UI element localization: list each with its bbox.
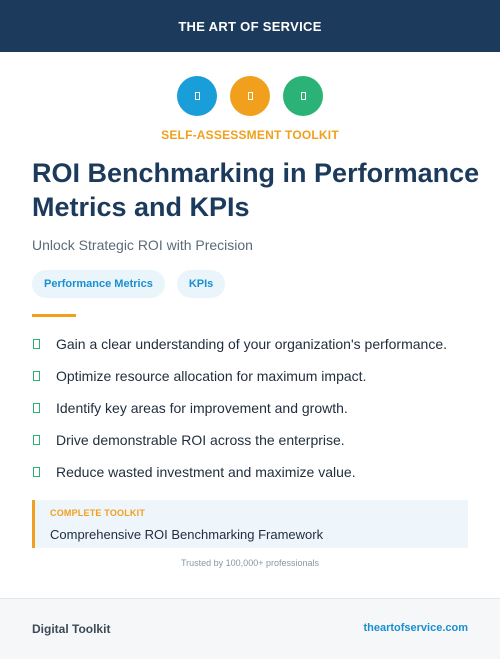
toolkit-icon-orange: [230, 76, 270, 116]
toolkit-icon-green: [283, 76, 323, 116]
tag-performance-metrics[interactable]: Performance Metrics: [32, 270, 165, 298]
toolkit-icon-blue: [177, 76, 217, 116]
list-item: Gain a clear understanding of your organ…: [32, 328, 492, 360]
list-item: Reduce wasted investment and maximize va…: [32, 456, 492, 488]
accent-divider: [32, 314, 76, 317]
check-icon: [33, 403, 40, 413]
benefit-text: Optimize resource allocation for maximum…: [56, 368, 367, 384]
benefit-text: Reduce wasted investment and maximize va…: [56, 464, 356, 480]
list-item: Optimize resource allocation for maximum…: [32, 360, 492, 392]
benefit-list: Gain a clear understanding of your organ…: [32, 328, 492, 488]
check-icon: [33, 339, 40, 349]
benefit-text: Gain a clear understanding of your organ…: [56, 336, 448, 352]
footer-website-link[interactable]: theartofservice.com: [363, 622, 468, 634]
placeholder-glyph-icon: [300, 92, 306, 100]
footer-product-label: Digital Toolkit: [32, 622, 111, 636]
callout-label: COMPLETE TOOLKIT: [50, 508, 146, 518]
page-title: ROI Benchmarking in Performance Metrics …: [32, 158, 480, 222]
callout-value: Comprehensive ROI Benchmarking Framework: [50, 527, 324, 542]
footer: Digital Toolkit theartofservice.com: [0, 598, 500, 659]
check-icon: [33, 371, 40, 381]
eyebrow-label: SELF-ASSESSMENT TOOLKIT: [161, 128, 339, 142]
check-icon: [33, 435, 40, 445]
top-banner: THE ART OF SERVICE: [0, 0, 500, 52]
list-item: Drive demonstrable ROI across the enterp…: [32, 424, 492, 456]
benefit-text: Identify key areas for improvement and g…: [56, 400, 348, 416]
placeholder-glyph-icon: [194, 92, 200, 100]
icon-row: [0, 76, 500, 116]
tag-list: Performance Metrics KPIs: [32, 270, 226, 298]
list-item: Identify key areas for improvement and g…: [32, 392, 492, 424]
toolkit-callout: COMPLETE TOOLKIT Comprehensive ROI Bench…: [32, 500, 468, 548]
benefit-text: Drive demonstrable ROI across the enterp…: [56, 432, 345, 448]
trust-note: Trusted by 100,000+ professionals: [180, 558, 319, 568]
tag-kpis[interactable]: KPIs: [176, 270, 226, 298]
placeholder-glyph-icon: [247, 92, 253, 100]
brand-name: THE ART OF SERVICE: [178, 18, 322, 34]
page-subtitle: Unlock Strategic ROI with Precision: [32, 237, 253, 253]
check-icon: [33, 467, 40, 477]
